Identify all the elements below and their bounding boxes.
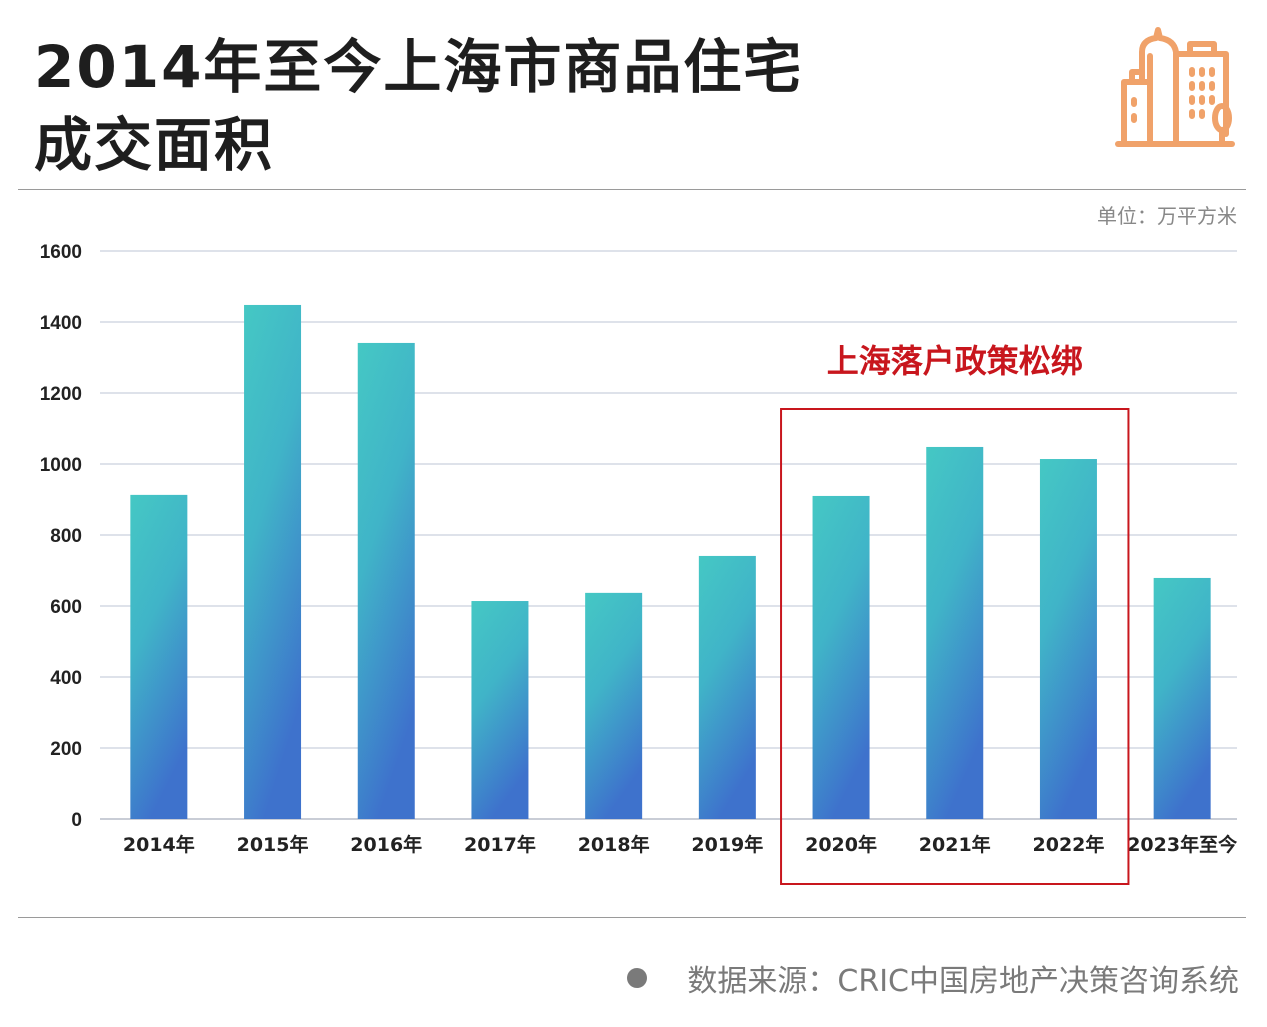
title-line-2: 成交面积	[34, 111, 275, 179]
y-tick-label: 200	[50, 739, 82, 760]
city-buildings-icon	[1115, 27, 1235, 147]
chart-title: 2014年至今上海市商品住宅 成交面积	[34, 28, 803, 184]
bar-2021年	[926, 446, 984, 819]
y-tick-label: 1400	[40, 313, 82, 334]
bar-2022年	[1039, 459, 1097, 819]
x-tick-label: 2015年	[237, 833, 309, 856]
y-tick-label: 1000	[40, 455, 82, 476]
x-tick-label: 2021年	[919, 833, 991, 856]
bar-2015年	[244, 304, 302, 820]
x-tick-label: 2018年	[578, 833, 650, 856]
y-tick-label: 1600	[40, 242, 82, 263]
y-tick-label: 400	[50, 668, 82, 689]
x-tick-label: 2020年	[805, 833, 877, 856]
bar-2018年	[585, 592, 643, 819]
unit-label: 单位：万平方米	[1097, 204, 1237, 228]
bar-2017年	[471, 601, 529, 819]
x-tick-label: 2017年	[464, 833, 536, 856]
y-tick-label: 800	[50, 526, 82, 547]
y-tick-label: 0	[71, 810, 82, 831]
footer-divider	[18, 917, 1246, 918]
bar-2016年	[357, 342, 415, 819]
bar-2014年	[130, 494, 188, 819]
title-line-1: 2014年至今上海市商品住宅	[34, 33, 804, 101]
bar-2023年至今	[1153, 577, 1211, 819]
bullet-icon	[627, 968, 648, 988]
y-tick-label: 1200	[40, 384, 82, 405]
policy-annotation: 上海落户政策松绑	[827, 342, 1083, 380]
y-tick-label: 600	[50, 597, 82, 618]
bar-chart: 0 200 400 600 800 1000 1200 1400 1600 2014年 2015年…	[40, 242, 1237, 885]
x-tick-label: 2014年	[123, 833, 195, 856]
x-tick-label: 2023年至今	[1127, 833, 1237, 856]
x-tick-label: 2022年	[1033, 833, 1105, 856]
bar-2019年	[698, 555, 756, 819]
data-source: 数据来源：CRIC中国房地产决策咨询系统	[627, 956, 1239, 1000]
x-tick-label: 2019年	[691, 833, 763, 856]
x-tick-label: 2016年	[350, 833, 422, 856]
header-divider	[18, 189, 1246, 190]
source-text: 数据来源：CRIC中国房地产决策咨询系统	[687, 964, 1239, 999]
bar-2020年	[812, 495, 870, 819]
highlight-box	[780, 408, 1130, 885]
